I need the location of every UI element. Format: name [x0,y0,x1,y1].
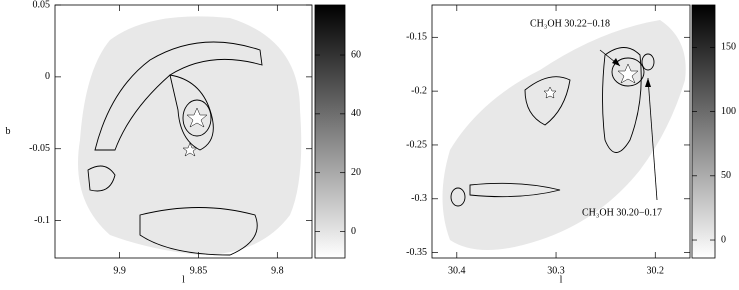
colorbar [314,4,346,259]
x-axis-label: l [182,274,185,285]
x-tick-label: 9.8 [271,265,284,276]
axes-frame [54,4,313,259]
colorbar-tick-label: 60 [351,49,361,60]
map-left [78,16,302,256]
colorbar-tick-label: 20 [351,167,361,178]
y-tick-label: -0.35 [406,247,427,258]
y-tick-label: -0.3 [411,193,427,204]
x-tick-label: 30.4 [448,265,466,276]
x-tick-label: 30.3 [547,265,565,276]
annotation: CH₃OH 30.22−0.18 [530,18,610,29]
colorbar-tick-label: 150 [721,42,736,53]
colorbar-tick-label: 0 [351,226,356,237]
arrow-head [612,58,620,66]
x-axis-label: l [560,274,563,285]
map-right [442,20,686,250]
arrow [647,77,658,201]
colorbar-tick-label: 40 [351,108,361,119]
colorbar [691,4,716,259]
arrow-head [645,78,651,87]
colorbar-tick-label: 0 [721,234,726,245]
y-tick-label: -0.1 [34,215,50,226]
x-tick-label: 9.85 [190,265,208,276]
y-tick-label: -0.25 [406,139,427,150]
axes-frame [431,4,691,259]
annotation: CH₃OH 30.20−0.17 [582,207,662,218]
colorbar-tick-label: 100 [721,106,736,117]
y-tick-label: -0.15 [406,32,427,43]
y-tick-label: 0 [45,71,50,82]
y-tick-label: 0.05 [33,0,51,10]
y-axis-label: b [6,126,11,137]
y-tick-label: -0.2 [411,85,427,96]
y-tick-label: -0.05 [29,143,50,154]
colorbar-tick-label: 50 [721,170,731,181]
x-tick-label: 30.2 [647,265,665,276]
x-tick-label: 9.9 [113,265,126,276]
